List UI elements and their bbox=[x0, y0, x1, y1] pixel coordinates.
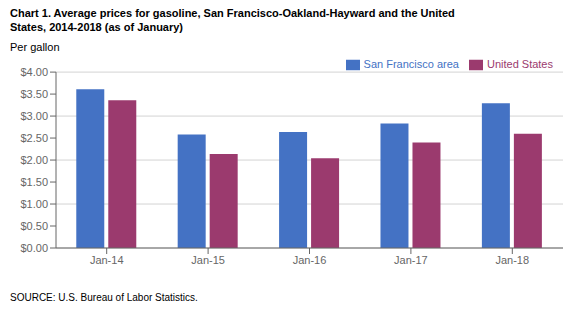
html-text:San Francisco area: San Francisco area bbox=[363, 58, 459, 70]
svg-text:$0.00: $0.00 bbox=[20, 242, 48, 254]
html-text:Chart 1. Average prices for ga: Chart 1. Average prices for gasoline, Sa… bbox=[10, 7, 455, 19]
svg-text:Jan-17: Jan-17 bbox=[394, 254, 428, 266]
svg-text:$1.00: $1.00 bbox=[20, 198, 48, 210]
html-text:SOURCE: U.S. Bureau of Labor S: SOURCE: U.S. Bureau of Labor Statistics. bbox=[10, 292, 198, 303]
svg-text:$1.50: $1.50 bbox=[20, 176, 48, 188]
svg-text:$0.50: $0.50 bbox=[20, 220, 48, 232]
html-text:Per gallon: Per gallon bbox=[10, 41, 60, 53]
svg-text:$4.00: $4.00 bbox=[20, 66, 48, 78]
html-text:States, 2014-2018 (as of Janua: States, 2014-2018 (as of January) bbox=[10, 21, 183, 33]
svg-text:$3.50: $3.50 bbox=[20, 88, 48, 100]
svg-text:Jan-14: Jan-14 bbox=[90, 254, 124, 266]
svg-text:Jan-15: Jan-15 bbox=[191, 254, 225, 266]
svg-text:Jan-18: Jan-18 bbox=[495, 254, 529, 266]
svg-text:$2.50: $2.50 bbox=[20, 132, 48, 144]
svg-text:$3.00: $3.00 bbox=[20, 110, 48, 122]
svg-text:$2.00: $2.00 bbox=[20, 154, 48, 166]
svg-text:Jan-16: Jan-16 bbox=[293, 254, 327, 266]
html-text:United States: United States bbox=[487, 58, 553, 70]
